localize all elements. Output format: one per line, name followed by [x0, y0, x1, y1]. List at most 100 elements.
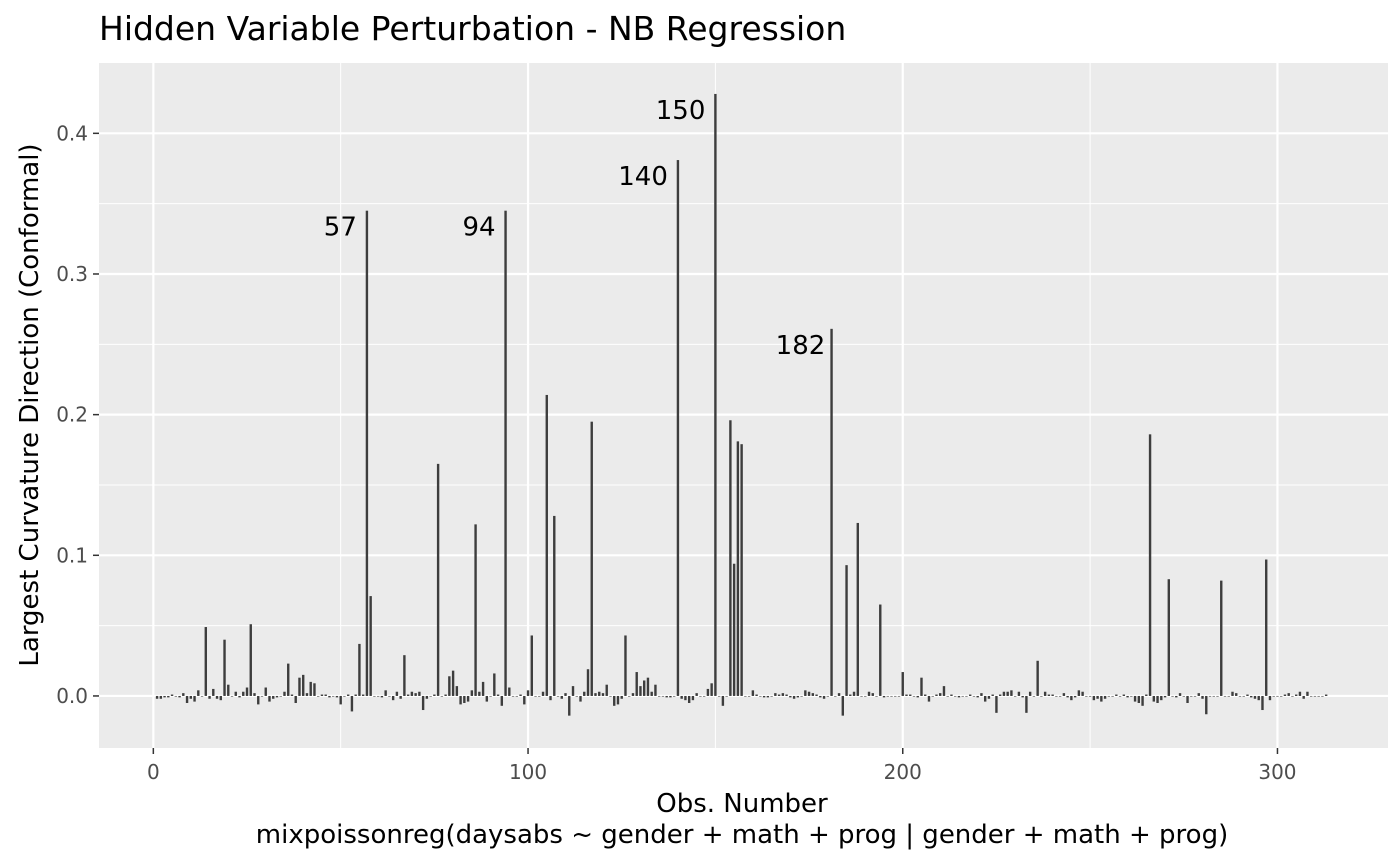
bar — [159, 695, 163, 699]
bar — [1163, 695, 1167, 698]
bar — [628, 695, 631, 697]
bar — [455, 686, 459, 696]
bar — [909, 694, 912, 696]
bar — [253, 693, 256, 696]
x-axis-title: Obs. Number — [656, 789, 828, 819]
bar — [1220, 580, 1223, 696]
bar — [1040, 695, 1043, 697]
bar — [459, 695, 462, 705]
bar — [294, 695, 297, 703]
bar — [939, 693, 942, 696]
bar — [867, 691, 871, 696]
bar — [553, 515, 556, 696]
bar — [680, 695, 683, 699]
bar — [1055, 695, 1058, 697]
bar — [1175, 695, 1178, 698]
bar — [998, 694, 1002, 696]
bar — [665, 695, 668, 698]
bar — [305, 693, 309, 696]
bar — [646, 677, 650, 696]
y-axis-title: Largest Curvature Direction (Conformal) — [15, 143, 45, 666]
bar — [1103, 695, 1107, 699]
bar — [1313, 695, 1317, 697]
bar — [474, 524, 477, 696]
bar — [834, 695, 837, 697]
bar — [328, 695, 331, 698]
bar — [399, 695, 402, 699]
bar — [706, 688, 710, 696]
bar — [983, 695, 987, 702]
bar — [969, 694, 972, 696]
bar — [1073, 695, 1077, 698]
bar — [170, 694, 174, 696]
bar — [317, 695, 320, 697]
bar — [957, 695, 961, 698]
bar — [732, 563, 736, 696]
bar — [736, 441, 740, 696]
bar — [320, 694, 324, 696]
bar — [354, 694, 357, 696]
bar — [358, 643, 361, 696]
bar — [796, 695, 800, 698]
bar — [534, 695, 537, 697]
bar — [1242, 695, 1245, 697]
bar — [185, 695, 189, 703]
bar — [830, 328, 833, 696]
bar — [1276, 695, 1279, 697]
x-tick-label: 100 — [509, 760, 547, 784]
bar — [1100, 695, 1103, 702]
bar — [897, 695, 901, 697]
bar — [376, 695, 380, 697]
bar — [841, 695, 844, 716]
bar — [238, 695, 241, 698]
bar — [744, 695, 747, 697]
bar — [309, 681, 312, 696]
bar — [1092, 695, 1096, 701]
bar — [954, 695, 957, 697]
chart-title: Hidden Variable Perturbation - NB Regres… — [99, 9, 846, 48]
bar — [601, 693, 605, 696]
bar — [901, 672, 904, 696]
y-tick-label: 0.4 — [56, 121, 88, 145]
bar — [781, 693, 785, 696]
bar — [489, 695, 492, 697]
bar — [1115, 694, 1118, 696]
bar — [759, 695, 762, 697]
bar — [1088, 695, 1092, 697]
bar — [178, 695, 181, 698]
bar — [560, 695, 563, 699]
bar — [335, 695, 339, 698]
bar — [792, 695, 796, 699]
bar — [369, 596, 372, 696]
bar — [1190, 695, 1193, 697]
bar — [1231, 691, 1234, 696]
bar — [935, 694, 938, 696]
bar — [777, 694, 781, 696]
bar — [766, 695, 770, 698]
bar — [481, 681, 485, 696]
bar — [905, 694, 908, 696]
bar — [695, 693, 698, 696]
bar — [1212, 695, 1215, 697]
bar — [230, 695, 234, 697]
bar — [751, 690, 755, 696]
bar — [283, 691, 286, 696]
bar — [879, 604, 882, 696]
bar — [155, 695, 159, 699]
bar — [530, 635, 533, 696]
bar — [1167, 579, 1170, 696]
bar — [208, 695, 211, 699]
bar — [609, 695, 612, 697]
bar — [1302, 695, 1305, 699]
bar — [1111, 695, 1114, 697]
x-tick-label: 0 — [147, 760, 160, 784]
bar — [920, 677, 923, 696]
bar — [538, 695, 541, 697]
bar — [1006, 691, 1009, 696]
bar — [875, 695, 878, 697]
bar — [1085, 695, 1088, 697]
bar — [204, 627, 207, 696]
bar — [470, 690, 474, 696]
bar — [931, 695, 934, 697]
bar — [448, 676, 451, 696]
